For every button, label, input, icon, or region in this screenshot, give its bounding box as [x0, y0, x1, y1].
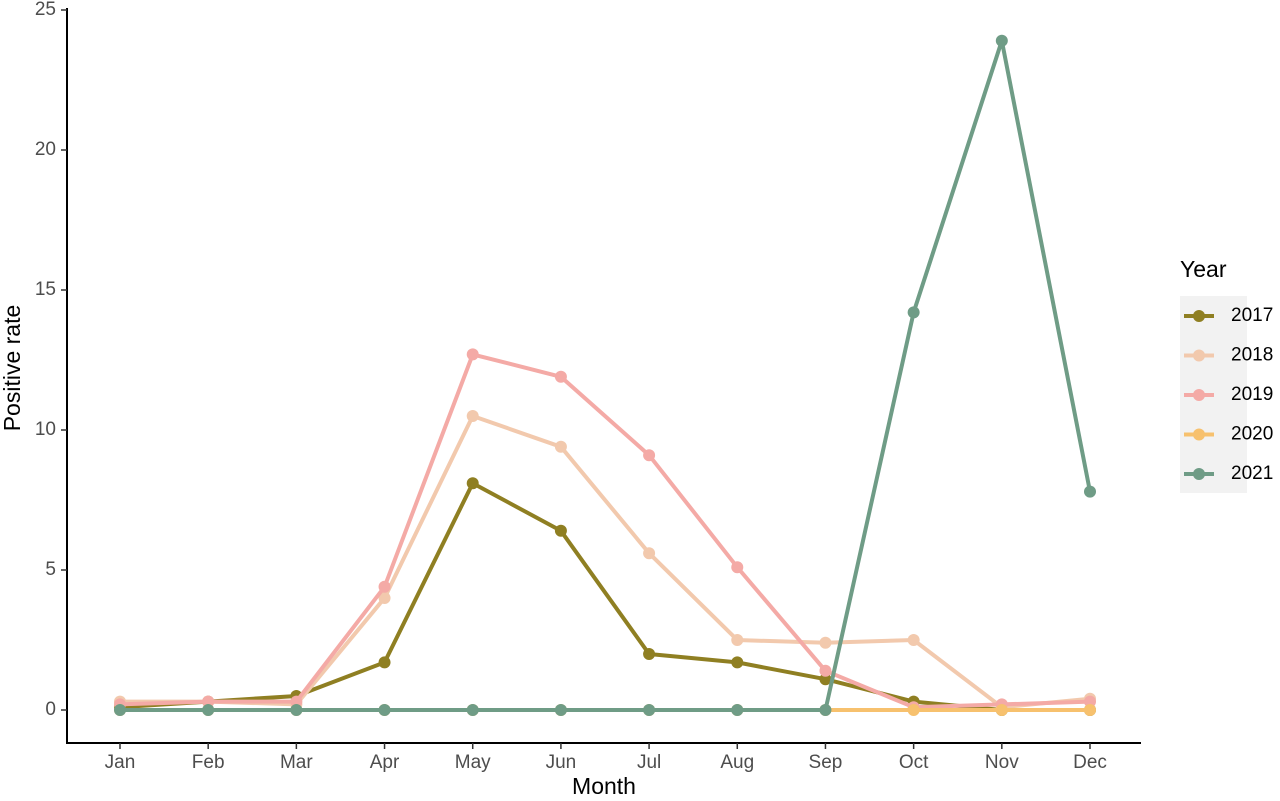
x-axis-title: Month: [572, 773, 636, 799]
data-point: [554, 440, 567, 453]
x-tick-label: Mar: [280, 752, 313, 773]
data-point: [819, 704, 832, 716]
data-point: [466, 348, 479, 361]
data-point: [378, 592, 391, 604]
y-axis-title: Positive rate: [0, 305, 25, 432]
y-tick-label: 0: [45, 699, 56, 720]
y-tick-label: 25: [35, 0, 56, 20]
data-point: [378, 580, 391, 593]
data-point: [378, 704, 391, 716]
data-point: [819, 664, 832, 677]
data-point: [466, 704, 479, 716]
data-point: [1084, 485, 1096, 498]
data-point: [907, 704, 920, 716]
data-point: [290, 704, 303, 716]
data-point: [466, 410, 479, 422]
legend-key-point: [1193, 310, 1205, 322]
legend-key-point: [1193, 428, 1205, 441]
y-tick-label: 10: [35, 419, 56, 440]
legend-label: 2018: [1231, 345, 1273, 366]
data-point: [995, 704, 1008, 716]
y-tick-label: 5: [45, 559, 56, 580]
data-point: [819, 673, 832, 686]
data-point: [554, 370, 567, 383]
data-point: [907, 306, 920, 319]
x-tick-label: Nov: [985, 752, 1019, 773]
data-point: [643, 547, 656, 560]
x-tick-label: Jan: [105, 752, 136, 773]
series-line: [119, 481, 1090, 712]
series-line: [120, 38, 1092, 712]
legend-label: 2017: [1231, 305, 1273, 326]
data-point: [819, 636, 832, 649]
x-tick-label: Apr: [370, 752, 400, 773]
data-point: [643, 449, 656, 462]
data-point: [643, 648, 656, 660]
legend-key-point: [1193, 389, 1205, 401]
data-point: [907, 634, 920, 646]
data-point: [995, 34, 1008, 47]
x-tick-label: May: [455, 752, 491, 773]
data-point: [731, 561, 744, 574]
data-point: [1084, 695, 1096, 708]
data-point: [202, 695, 215, 708]
x-tick-label: Oct: [899, 752, 929, 773]
data-point: [554, 704, 567, 716]
x-tick-label: Feb: [192, 752, 225, 773]
legend-key-point: [1193, 349, 1205, 362]
data-point: [731, 704, 744, 716]
x-tick-label: Sep: [809, 752, 843, 773]
legend-label: 2019: [1231, 384, 1273, 405]
x-tick-label: Jul: [637, 752, 661, 773]
data-point: [114, 704, 126, 716]
y-tick-label: 15: [35, 279, 56, 300]
data-point: [1084, 704, 1096, 716]
legend-label: 2020: [1231, 424, 1273, 445]
x-tick-label: Dec: [1073, 752, 1107, 773]
data-point: [554, 524, 567, 537]
data-point: [643, 704, 656, 716]
data-point: [378, 656, 391, 669]
data-point: [202, 704, 215, 716]
y-tick-label: 20: [35, 139, 56, 160]
series-line: [120, 414, 1091, 710]
data-point: [731, 634, 744, 646]
x-tick-label: Jun: [546, 752, 577, 773]
data-point: [731, 656, 744, 669]
legend-key-point: [1193, 468, 1205, 480]
series-line: [119, 352, 1091, 710]
legend-label: 2021: [1231, 463, 1273, 484]
legend-title: Year: [1180, 256, 1227, 282]
data-point: [290, 695, 303, 708]
x-tick-label: Aug: [720, 752, 754, 773]
data-point: [466, 477, 479, 490]
